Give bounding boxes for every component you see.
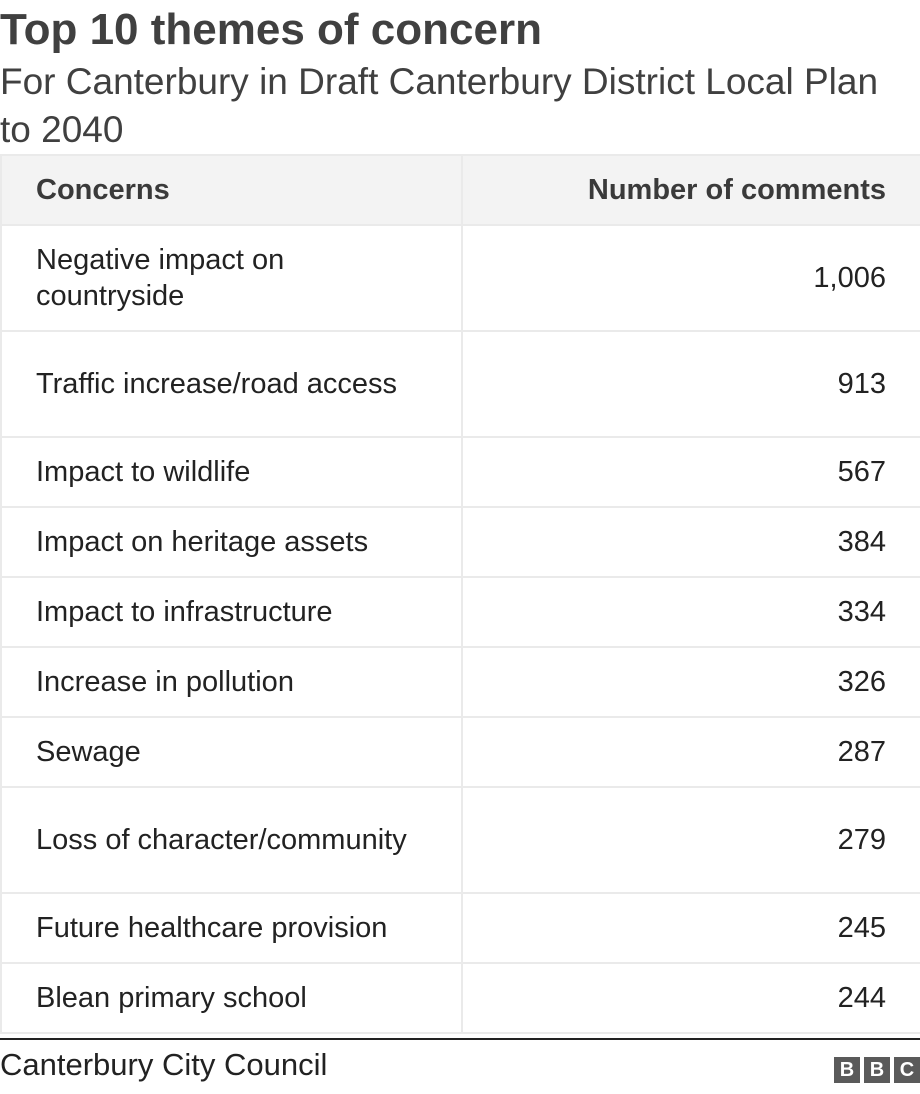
concern-cell: Sewage (0, 716, 463, 788)
comment-count-cell: 326 (461, 646, 920, 718)
comment-count-cell: 913 (461, 330, 920, 438)
comment-count-cell: 244 (461, 962, 920, 1034)
table-row: Increase in pollution 326 (0, 646, 920, 718)
table-row: Loss of character/community 279 (0, 786, 920, 894)
bbc-logo-letter-c: C (894, 1057, 920, 1083)
chart-title: Top 10 themes of concern (0, 5, 542, 54)
bbc-logo-letter-b2: B (864, 1057, 890, 1083)
concern-cell: Impact to wildlife (0, 436, 463, 508)
comment-count-cell: 279 (461, 786, 920, 894)
comment-count-cell: 334 (461, 576, 920, 648)
concern-cell: Impact to infrastructure (0, 576, 463, 648)
table-row: Traffic increase/road access 913 (0, 330, 920, 438)
bbc-logo: B B C (834, 1057, 920, 1083)
concern-cell: Traffic increase/road access (0, 330, 463, 438)
comment-count-cell: 567 (461, 436, 920, 508)
concern-cell: Increase in pollution (0, 646, 463, 718)
column-header-number-of-comments: Number of comments (461, 154, 920, 226)
table-row: Impact to infrastructure 334 (0, 576, 920, 648)
concern-cell: Blean primary school (0, 962, 463, 1034)
table-row: Impact on heritage assets 384 (0, 506, 920, 578)
concern-cell: Impact on heritage assets (0, 506, 463, 578)
bbc-logo-letter-b1: B (834, 1057, 860, 1083)
footer-divider (0, 1038, 920, 1040)
concerns-table: Concerns Number of comments Negative imp… (0, 154, 920, 1034)
concern-cell: Loss of character/community (0, 786, 463, 894)
comment-count-cell: 1,006 (461, 224, 920, 332)
table-row: Sewage 287 (0, 716, 920, 788)
source-label: Canterbury City Council (0, 1047, 328, 1082)
column-header-concerns: Concerns (0, 154, 463, 226)
concern-cell: Future healthcare provision (0, 892, 463, 964)
table-row: Negative impact on countryside 1,006 (0, 224, 920, 332)
chart-subtitle: For Canterbury in Draft Canterbury Distr… (0, 61, 879, 150)
comment-count-cell: 287 (461, 716, 920, 788)
comment-count-cell: 245 (461, 892, 920, 964)
table-header-row: Concerns Number of comments (0, 154, 920, 226)
table-row: Blean primary school 244 (0, 962, 920, 1034)
concern-cell: Negative impact on countryside (0, 224, 463, 332)
table-row: Impact to wildlife 567 (0, 436, 920, 508)
table-row: Future healthcare provision 245 (0, 892, 920, 964)
comment-count-cell: 384 (461, 506, 920, 578)
